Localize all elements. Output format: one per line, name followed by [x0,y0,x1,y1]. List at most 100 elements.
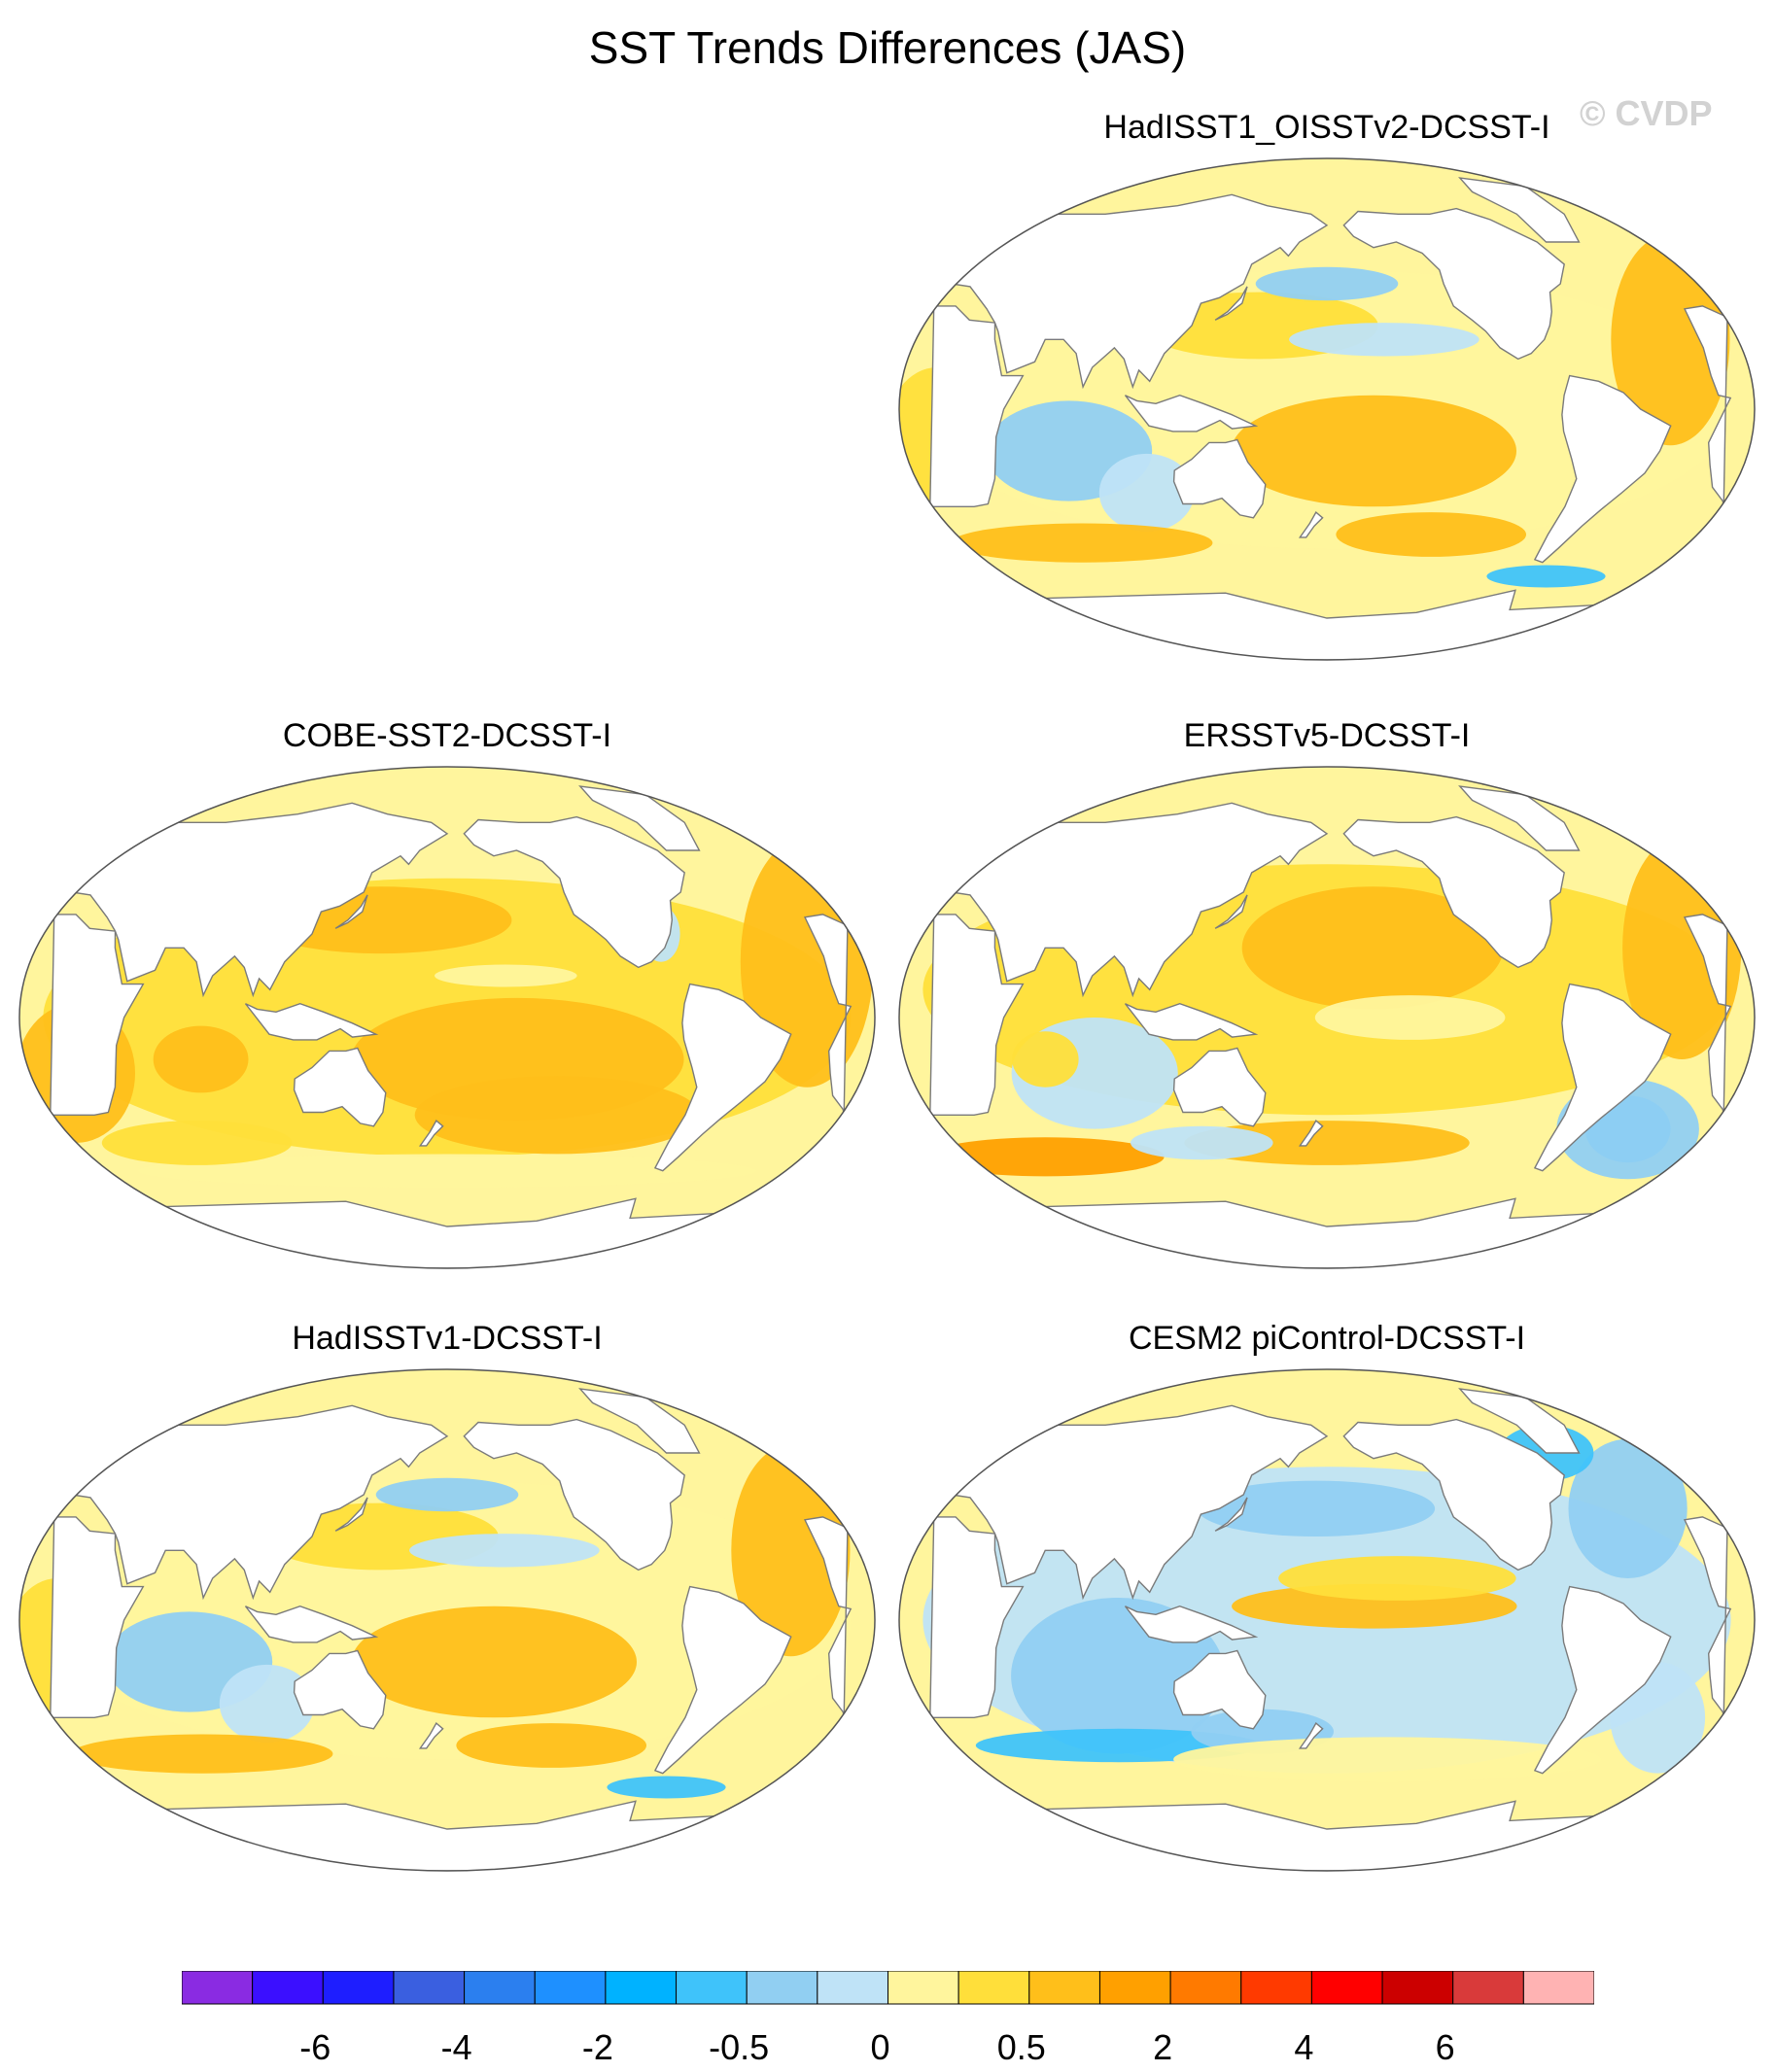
land-south-america [1533,1585,1672,1775]
land-africa-west [50,1516,145,1718]
colorbar-box [746,1971,818,2005]
colorbar-box [322,1971,395,2005]
land-greenland [578,1388,701,1454]
map-cobe-sst2 [18,766,876,1269]
land-indonesia [244,1002,379,1041]
anomaly-region [71,1734,333,1774]
anomaly-region [375,1477,519,1512]
land-antarctica [1031,1800,1613,1871]
anomaly-region [1231,395,1516,507]
panel-title: COBE-SST2-DCSST-I [282,717,612,754]
anomaly-region [1486,565,1606,588]
colorbar-box [888,1971,959,2005]
anomaly-region [153,1025,249,1093]
panel-title: HadISST1_OISSTv2-DCSST-I [1103,109,1550,146]
colorbar-label: -0.5 [709,2027,770,2067]
land-new-zealand [1298,1120,1324,1147]
land-greenland [1458,177,1581,243]
anomaly-region [1173,1737,1602,1782]
land-antarctica [152,1197,733,1268]
land-australia [1172,1047,1267,1127]
land-indonesia [1124,1002,1259,1041]
colorbar-box [252,1971,324,2005]
anomaly-region [1131,1125,1273,1160]
land-new-zealand [418,1120,444,1147]
land-eurasia [950,1404,1329,1601]
land-south-america [1533,374,1672,564]
colorbar-label: 0.5 [996,2027,1046,2067]
map-cesm2-picontrol [898,1368,1756,1872]
anomaly-region [138,1154,756,1188]
land-north-america [463,815,685,969]
colorbar-box [1240,1971,1312,2005]
colorbar-box [957,1971,1030,2005]
land-north-america [463,1418,685,1571]
land-greenland [1458,1388,1581,1454]
land-north-america [1342,815,1565,969]
map-border [18,766,876,1269]
colorbar-box [676,1971,748,2005]
colorbar-box [1028,1971,1100,2005]
land-eurasia [950,193,1329,390]
land-africa-west [929,914,1025,1116]
land-indonesia [244,1605,379,1643]
map-panel-ersstv5: ERSSTv5-DCSST-I [889,717,1764,1320]
anomaly-region [926,1137,1165,1177]
anomaly-region [1255,266,1399,301]
map-hadisst1-oisstv2 [898,157,1756,661]
colorbar-box [1452,1971,1524,2005]
anomaly-region [1278,1556,1516,1601]
land-africa-west [50,914,145,1116]
land-africa-west [929,305,1025,507]
anomaly-region [409,1534,600,1568]
colorbar-box [393,1971,466,2005]
land-australia [293,1047,387,1127]
land-new-zealand [1298,511,1324,538]
panel-title: CESM2 piControl-DCSST-I [1128,1320,1526,1357]
land-north-america [1342,1418,1565,1571]
map-border [898,157,1756,661]
colorbar-box [1381,1971,1454,2005]
land-eurasia [70,802,449,998]
land-greenland [578,785,701,851]
land-indonesia [1124,394,1259,432]
anomaly-region [435,964,577,987]
land-north-america [1342,207,1565,361]
colorbar-box [1522,1971,1594,2005]
anomaly-region [1197,1480,1436,1537]
land-south-america [653,983,792,1172]
colorbar-label: -6 [299,2027,331,2067]
anomaly-region [1241,886,1504,1010]
anomaly-region [219,1664,315,1744]
colorbar-label: 4 [1294,2027,1314,2067]
anomaly-region [414,1076,701,1155]
colorbar-label: -2 [581,2027,613,2067]
land-indonesia [1124,1605,1259,1643]
colorbar-box [464,1971,536,2005]
map-panel-hadisstv1: HadISSTv1-DCSST-I [10,1320,885,1922]
land-japan [334,894,368,929]
colorbar-box [534,1971,607,2005]
colorbar-box [605,1971,678,2005]
anomaly-region [1289,323,1479,357]
anomaly-region [607,1776,726,1799]
map-hadisstv1 [18,1368,876,1872]
land-africa-west [929,1516,1025,1718]
anomaly-region [1336,512,1526,557]
land-antarctica [1031,589,1613,660]
anomaly-region [1098,453,1195,533]
colorbar-box [182,1971,254,2005]
anomaly-region [456,1723,646,1768]
land-japan [1214,894,1248,929]
watermark: © CVDP [1580,93,1713,133]
land-new-zealand [418,1722,444,1749]
land-greenland [1458,785,1581,851]
anomaly-region [1184,1121,1470,1165]
land-south-america [1533,983,1672,1172]
anomaly-region [101,1121,293,1165]
land-japan [1214,286,1248,321]
land-antarctica [1031,1197,1613,1268]
land-antarctica [152,1800,733,1871]
figure-title: SST Trends Differences (JAS) [588,22,1187,73]
anomaly-region [951,523,1213,563]
